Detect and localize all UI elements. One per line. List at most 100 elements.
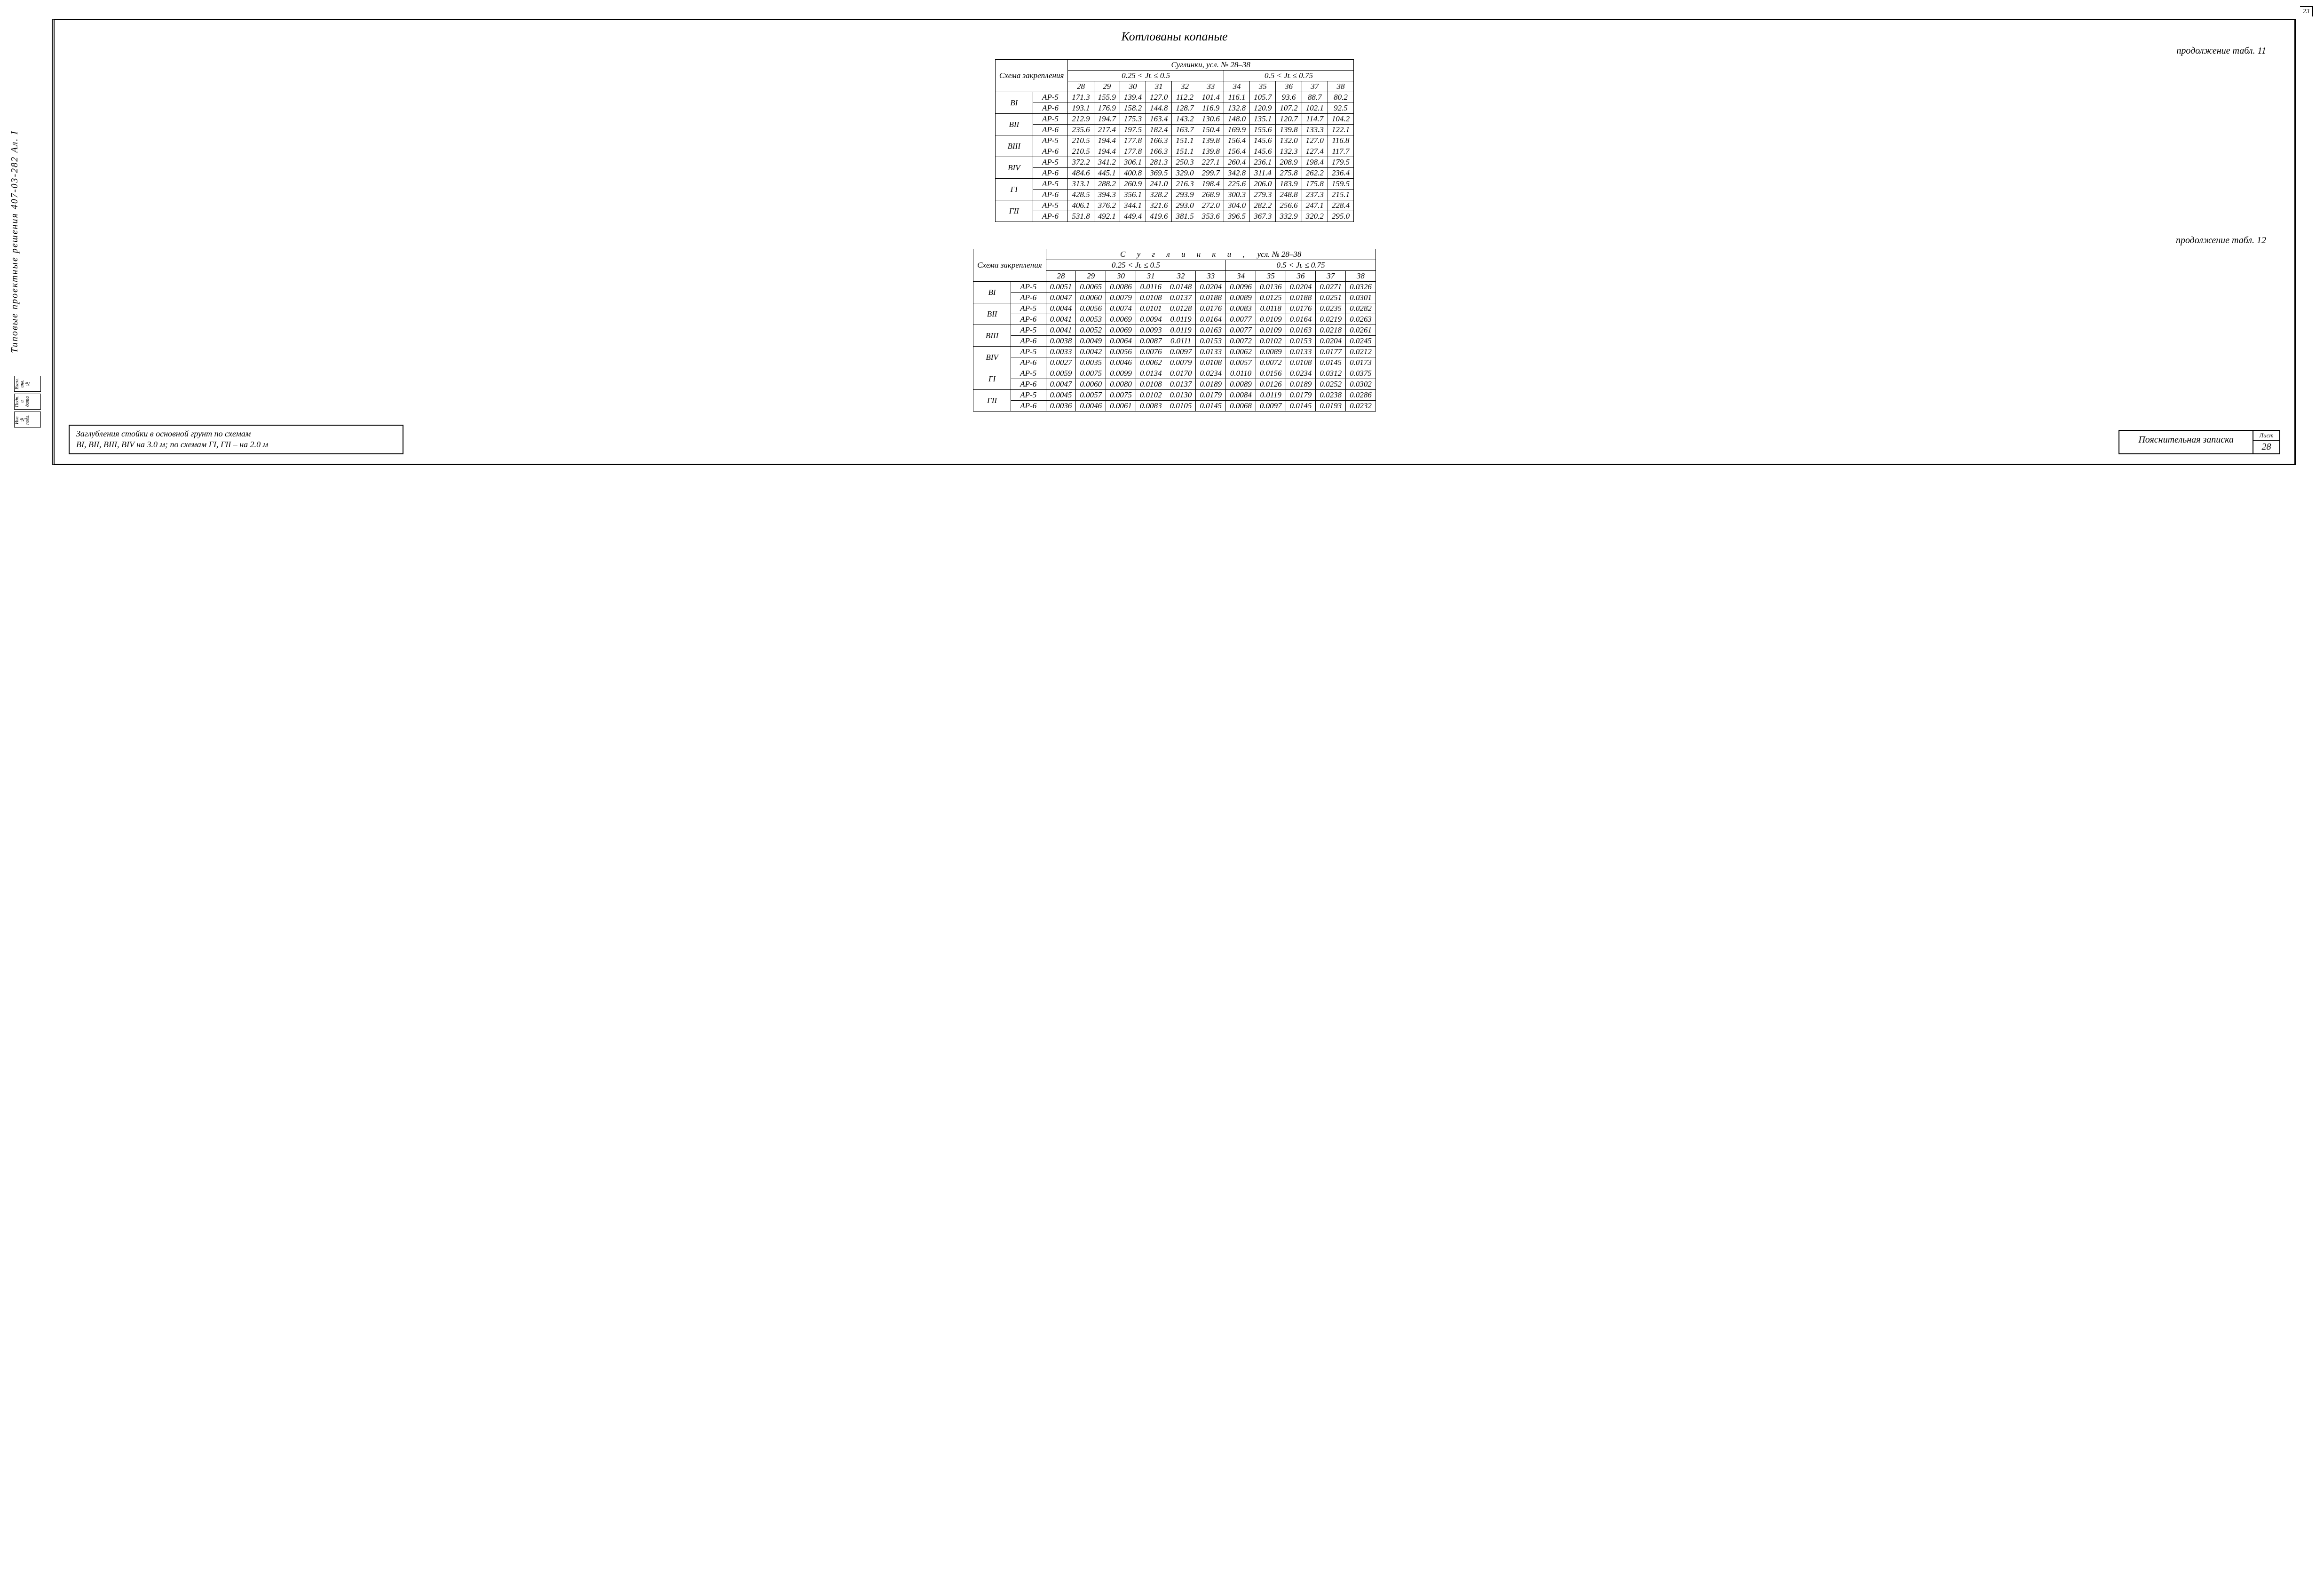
ar-cell: АР-6 <box>1033 103 1068 114</box>
data-cell: 445.1 <box>1094 168 1120 179</box>
data-cell: 150.4 <box>1198 125 1224 135</box>
data-cell: 0.0060 <box>1076 379 1106 390</box>
data-cell: 171.3 <box>1068 92 1094 103</box>
data-cell: 0.0119 <box>1256 390 1286 401</box>
scheme-cell: ВI <box>973 282 1011 303</box>
scheme-cell: ВI <box>995 92 1033 114</box>
data-cell: 163.7 <box>1172 125 1198 135</box>
ar-cell: АР-6 <box>1011 401 1046 412</box>
data-cell: 0.0204 <box>1316 336 1346 347</box>
data-cell: 0.0326 <box>1346 282 1376 293</box>
ar-cell: АР-6 <box>1033 190 1068 200</box>
data-cell: 139.8 <box>1198 135 1224 146</box>
data-cell: 0.0087 <box>1136 336 1166 347</box>
footnote-line1: Заглубления стойки в основной грунт по с… <box>76 429 251 438</box>
data-cell: 0.0119 <box>1166 314 1196 325</box>
data-cell: 101.4 <box>1198 92 1224 103</box>
data-cell: 0.0062 <box>1226 347 1256 357</box>
data-cell: 0.0145 <box>1316 357 1346 368</box>
table-row: АР-6210.5194.4177.8166.3151.1139.8156.41… <box>995 146 1353 157</box>
scheme-cell: ВIV <box>973 347 1011 368</box>
data-cell: 313.1 <box>1068 179 1094 190</box>
table-row: ВIАР-5171.3155.9139.4127.0112.2101.4116.… <box>995 92 1353 103</box>
data-cell: 428.5 <box>1068 190 1094 200</box>
data-cell: 130.6 <box>1198 114 1224 125</box>
col-header: 29 <box>1094 81 1120 92</box>
scheme-cell: ВIV <box>995 157 1033 179</box>
data-cell: 0.0176 <box>1286 303 1316 314</box>
data-cell: 268.9 <box>1198 190 1224 200</box>
table-row: АР-60.00380.00490.00640.00870.01110.0153… <box>973 336 1376 347</box>
drawing-frame: 23 Котлованы копаные продолжение табл. 1… <box>52 19 2296 465</box>
table-row: ВIVАР-5372.2341.2306.1281.3250.3227.1260… <box>995 157 1353 168</box>
col-header: 37 <box>1316 271 1346 282</box>
data-cell: 166.3 <box>1146 146 1172 157</box>
data-cell: 247.1 <box>1302 200 1328 211</box>
data-cell: 0.0097 <box>1166 347 1196 357</box>
data-cell: 0.0177 <box>1316 347 1346 357</box>
col-header: 34 <box>1226 271 1256 282</box>
ar-cell: АР-6 <box>1033 146 1068 157</box>
col-header: 37 <box>1302 81 1328 92</box>
data-cell: 0.0156 <box>1256 368 1286 379</box>
scheme-cell: ВIII <box>995 135 1033 157</box>
data-cell: 114.7 <box>1302 114 1328 125</box>
data-cell: 262.2 <box>1302 168 1328 179</box>
data-cell: 0.0118 <box>1256 303 1286 314</box>
data-cell: 0.0038 <box>1046 336 1076 347</box>
footnote-box: Заглубления стойки в основной грунт по с… <box>69 425 403 454</box>
data-cell: 0.0041 <box>1046 314 1076 325</box>
data-cell: 248.8 <box>1276 190 1302 200</box>
data-cell: 0.0163 <box>1286 325 1316 336</box>
col-header: 28 <box>1068 81 1094 92</box>
data-cell: 0.0130 <box>1166 390 1196 401</box>
data-cell: 155.6 <box>1250 125 1276 135</box>
hdr-soil-11: Суглинки, усл. № 28–38 <box>1068 60 1354 71</box>
data-cell: 0.0153 <box>1286 336 1316 347</box>
data-cell: 175.3 <box>1120 114 1146 125</box>
data-cell: 0.0134 <box>1136 368 1166 379</box>
ar-cell: АР-5 <box>1033 157 1068 168</box>
ar-cell: АР-5 <box>1011 325 1046 336</box>
hdr-range1-12: 0.25 < Jʟ ≤ 0.5 <box>1046 260 1226 271</box>
col-header: 29 <box>1076 271 1106 282</box>
data-cell: 321.6 <box>1146 200 1172 211</box>
data-cell: 0.0059 <box>1046 368 1076 379</box>
data-cell: 193.1 <box>1068 103 1094 114</box>
scheme-cell: ВII <box>995 114 1033 135</box>
data-cell: 0.0137 <box>1166 293 1196 303</box>
hdr-soil-12: С у г л и н к и , усл. № 28–38 <box>1046 249 1375 260</box>
corner-page-mark: 23 <box>2300 6 2313 16</box>
data-cell: 0.0111 <box>1166 336 1196 347</box>
table-row: ВIIIАР-50.00410.00520.00690.00930.01190.… <box>973 325 1376 336</box>
data-cell: 531.8 <box>1068 211 1094 222</box>
table-row: ГIАР-5313.1288.2260.9241.0216.3198.4225.… <box>995 179 1353 190</box>
data-cell: 0.0286 <box>1346 390 1376 401</box>
table-row: ВIIАР-50.00440.00560.00740.01010.01280.0… <box>973 303 1376 314</box>
data-cell: 304.0 <box>1224 200 1249 211</box>
data-cell: 0.0044 <box>1046 303 1076 314</box>
col-header: 36 <box>1276 81 1302 92</box>
data-cell: 132.0 <box>1276 135 1302 146</box>
data-cell: 0.0282 <box>1346 303 1376 314</box>
table-row: АР-60.00470.00600.00800.01080.01370.0189… <box>973 379 1376 390</box>
data-cell: 0.0133 <box>1196 347 1226 357</box>
ar-cell: АР-5 <box>1011 303 1046 314</box>
data-cell: 0.0080 <box>1106 379 1136 390</box>
data-cell: 0.0108 <box>1136 379 1166 390</box>
data-cell: 0.0110 <box>1226 368 1256 379</box>
ar-cell: АР-5 <box>1033 135 1068 146</box>
data-cell: 235.6 <box>1068 125 1094 135</box>
side-box-1: Взам. инв. № <box>14 376 41 392</box>
data-cell: 0.0204 <box>1286 282 1316 293</box>
data-cell: 179.5 <box>1328 157 1353 168</box>
ar-cell: АР-5 <box>1011 347 1046 357</box>
table-row: АР-6484.6445.1400.8369.5329.0299.7342.83… <box>995 168 1353 179</box>
data-cell: 342.8 <box>1224 168 1249 179</box>
data-cell: 0.0027 <box>1046 357 1076 368</box>
ar-cell: АР-6 <box>1033 211 1068 222</box>
data-cell: 0.0145 <box>1196 401 1226 412</box>
data-cell: 0.0079 <box>1166 357 1196 368</box>
data-cell: 236.4 <box>1328 168 1353 179</box>
data-cell: 0.0089 <box>1226 293 1256 303</box>
